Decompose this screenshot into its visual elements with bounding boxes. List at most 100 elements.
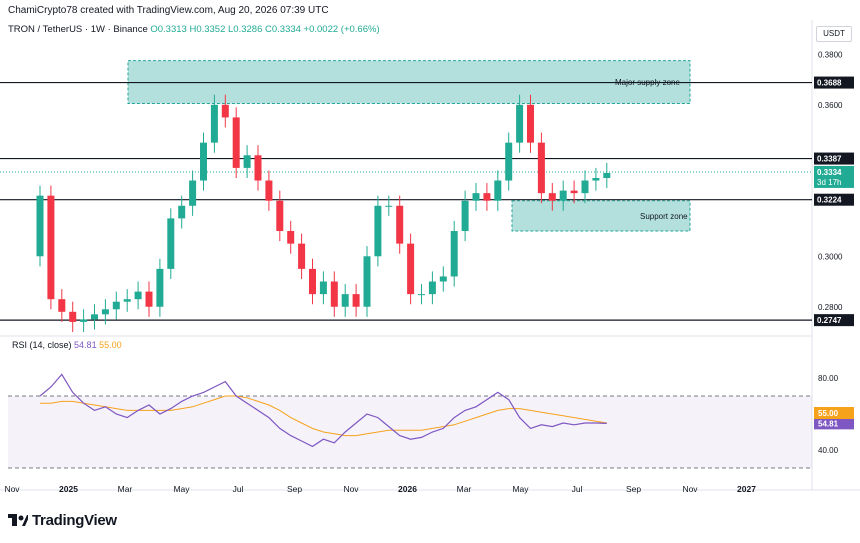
- time-tick-label: Sep: [626, 484, 641, 494]
- candle-body: [232, 117, 240, 168]
- candle-body: [505, 142, 513, 181]
- zone-label: Support zone: [640, 212, 688, 221]
- chart-topbar: ChamiCrypto78 created with TradingView.c…: [0, 0, 860, 20]
- candle-body: [319, 281, 327, 295]
- candle-body: [69, 311, 77, 322]
- price-label: 0.3334: [817, 168, 842, 177]
- rsi-tick-label: 80.00: [818, 374, 839, 383]
- time-tick-label: Nov: [4, 484, 20, 494]
- candle-body: [58, 299, 66, 312]
- candle-body: [189, 180, 197, 206]
- candle-body: [341, 294, 349, 307]
- price-label: 0.3688: [817, 79, 842, 88]
- candle-body: [374, 205, 382, 257]
- brand-text: TradingView: [32, 512, 117, 529]
- time-tick-label: Mar: [457, 484, 472, 494]
- horizontal-levels: [0, 81, 812, 321]
- rsi-band: [8, 396, 812, 468]
- rsi-value-box: [814, 417, 854, 430]
- candle-body: [494, 180, 502, 201]
- rsi-ma-value: 55.00: [99, 340, 122, 350]
- candle-body: [548, 193, 556, 201]
- rsi-title: RSI (14, close): [12, 340, 72, 350]
- time-tick-label: Mar: [118, 484, 133, 494]
- candle-body: [418, 294, 425, 296]
- candle-body: [80, 319, 88, 322]
- countdown-label: 3d 17h: [817, 178, 841, 187]
- time-tick-label: Nov: [682, 484, 698, 494]
- candle-body: [450, 231, 458, 277]
- candle-body: [483, 193, 491, 201]
- price-tick-label: 0.2800: [818, 303, 843, 312]
- candle-body: [396, 205, 404, 244]
- candle-body: [167, 218, 175, 269]
- candle-body: [178, 205, 186, 219]
- candle-body: [352, 294, 360, 307]
- time-tick-label: Jul: [572, 484, 583, 494]
- candle-body: [101, 309, 109, 315]
- candle-body: [91, 314, 98, 320]
- time-tick-label: 2025: [59, 484, 78, 494]
- candle-body: [221, 104, 229, 118]
- candle-body: [472, 193, 480, 201]
- candle-body: [527, 104, 534, 143]
- candle-body: [112, 301, 120, 310]
- rsi-value: 54.81: [74, 340, 97, 350]
- price-label: 0.3387: [817, 155, 842, 164]
- candle-body: [309, 268, 316, 295]
- rsi-line: [39, 373, 607, 448]
- candle-body: [47, 195, 55, 300]
- rsi-value-box: [814, 407, 854, 419]
- candle-body: [123, 299, 131, 302]
- symbol-legend[interactable]: TRON / TetherUS · 1W · Binance O0.3313 H…: [8, 24, 380, 35]
- candle-body: [156, 268, 164, 307]
- candle-body: [570, 190, 578, 194]
- candle-body: [36, 195, 44, 257]
- candle-body: [461, 200, 469, 232]
- candle-body: [276, 200, 284, 232]
- time-tick-label: May: [173, 484, 190, 494]
- rsi-ma-line: [40, 395, 607, 437]
- zone-rect: [511, 200, 691, 232]
- candle-body: [592, 178, 600, 181]
- time-tick-label: May: [512, 484, 529, 494]
- candle-body: [145, 291, 153, 307]
- price-axis: 0.38000.36000.30000.28000.40000.36880.33…: [814, 50, 854, 327]
- candle-body: [439, 276, 447, 282]
- candles: [36, 94, 611, 332]
- time-tick-label: Nov: [343, 484, 359, 494]
- symbol-name: TRON / TetherUS · 1W · Binance: [8, 24, 148, 35]
- candle-body: [581, 180, 589, 194]
- candle-body: [330, 281, 338, 307]
- time-tick-label: Jul: [233, 484, 244, 494]
- ohlc-values: O0.3313 H0.3352 L0.3286 C0.3334 +0.0022 …: [150, 24, 380, 35]
- price-label-box: [814, 152, 854, 165]
- grid: [0, 20, 860, 491]
- price-tick-label: 0.3800: [818, 50, 843, 59]
- candle-body: [363, 256, 371, 307]
- rsi-value-label: 55.00: [818, 409, 839, 418]
- rsi-legend[interactable]: RSI (14, close) 54.81 55.00: [12, 340, 122, 350]
- tradingview-logo-icon: [8, 513, 28, 526]
- candle-body: [428, 281, 436, 295]
- price-label-box: [814, 76, 854, 89]
- price-tick-label: 0.3600: [818, 101, 843, 110]
- time-tick-label: Sep: [287, 484, 302, 494]
- time-tick-label: 2027: [737, 484, 756, 494]
- tradingview-logo[interactable]: TradingView: [8, 512, 117, 529]
- candle-body: [243, 155, 251, 168]
- candle-body: [210, 104, 218, 143]
- time-axis: Nov 2025 Mar May Jul Sep Nov 2026 Mar May Jul Sep No…: [4, 484, 756, 494]
- price-label: 0.3224: [817, 196, 842, 205]
- candle-body: [298, 243, 306, 269]
- candle-body: [407, 243, 415, 295]
- candle-body: [603, 172, 611, 178]
- price-tick-label: 0.3000: [818, 252, 843, 261]
- currency-button[interactable]: USDT: [816, 26, 852, 42]
- attribution-text: ChamiCrypto78 created with TradingView.c…: [8, 5, 329, 16]
- rsi-value-label: 54.81: [818, 419, 839, 428]
- candle-body: [516, 104, 524, 143]
